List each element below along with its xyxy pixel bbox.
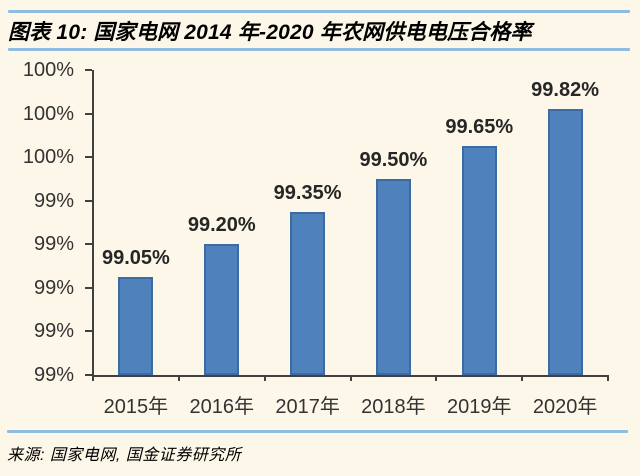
x-axis-tick-mark (435, 375, 438, 381)
y-axis-tick-mark (85, 156, 92, 159)
x-axis-tick-mark (349, 375, 352, 381)
bar-2018年 (375, 178, 411, 375)
source-caption: 来源: 国家电网, 国金证券研究所 (7, 447, 242, 464)
x-axis-tick-mark (177, 375, 180, 381)
figure-title: 图表 10: 国家电网 2014 年-2020 年农网供电电压合格率 (8, 21, 532, 44)
x-axis-category-label: 2019年 (447, 396, 512, 418)
bar-value-label: 99.65% (445, 116, 514, 139)
y-axis-tick-label: 99% (33, 233, 74, 256)
bar-value-label: 99.35% (273, 181, 342, 204)
bar-2020年 (547, 109, 583, 375)
bottom-rule (7, 430, 628, 433)
y-axis-tick-mark (85, 199, 92, 202)
y-axis-line (92, 70, 94, 381)
x-axis-category-label: 2017年 (275, 396, 340, 418)
x-axis-tick-mark (263, 375, 266, 381)
y-axis-tick-label: 100% (22, 102, 74, 125)
bar-value-label: 99.82% (531, 79, 599, 102)
y-axis-tick-mark (85, 374, 92, 376)
x-axis-category-label: 2015年 (103, 396, 169, 418)
x-axis-tick-mark (607, 375, 609, 381)
bar-value-label: 99.05% (101, 246, 170, 269)
x-axis-category-label: 2020年 (532, 396, 598, 418)
y-axis-tick-mark (85, 112, 92, 115)
bar-2015年 (118, 276, 154, 375)
x-axis-category-label: 2016年 (189, 396, 255, 418)
top-rule (8, 10, 630, 13)
y-axis-tick-label: 99% (33, 189, 74, 212)
y-axis-tick-label: 100% (22, 146, 74, 169)
y-axis-tick-label: 99% (33, 364, 74, 386)
y-axis-tick-mark (85, 286, 92, 289)
bar-chart: 100% 100% 100% 99% 99% 99% 99% 99% 99.05% 2015年 99… (0, 55, 640, 425)
bar-value-label: 99.20% (187, 214, 256, 237)
y-axis-tick-label: 99% (33, 276, 74, 299)
y-axis-tick-mark (85, 330, 92, 333)
y-axis-tick-label: 100% (22, 59, 74, 81)
y-axis-tick-mark (85, 69, 92, 71)
bar-2017年 (290, 211, 326, 375)
y-axis-tick-label: 99% (33, 320, 74, 343)
title-underline-rule (8, 48, 630, 51)
x-axis-category-label: 2018年 (361, 396, 426, 418)
y-axis-tick-mark (85, 243, 92, 246)
x-axis-tick-mark (521, 375, 524, 381)
bar-2019年 (461, 146, 497, 375)
bar-2016年 (204, 244, 240, 375)
bar-value-label: 99.50% (359, 148, 428, 171)
